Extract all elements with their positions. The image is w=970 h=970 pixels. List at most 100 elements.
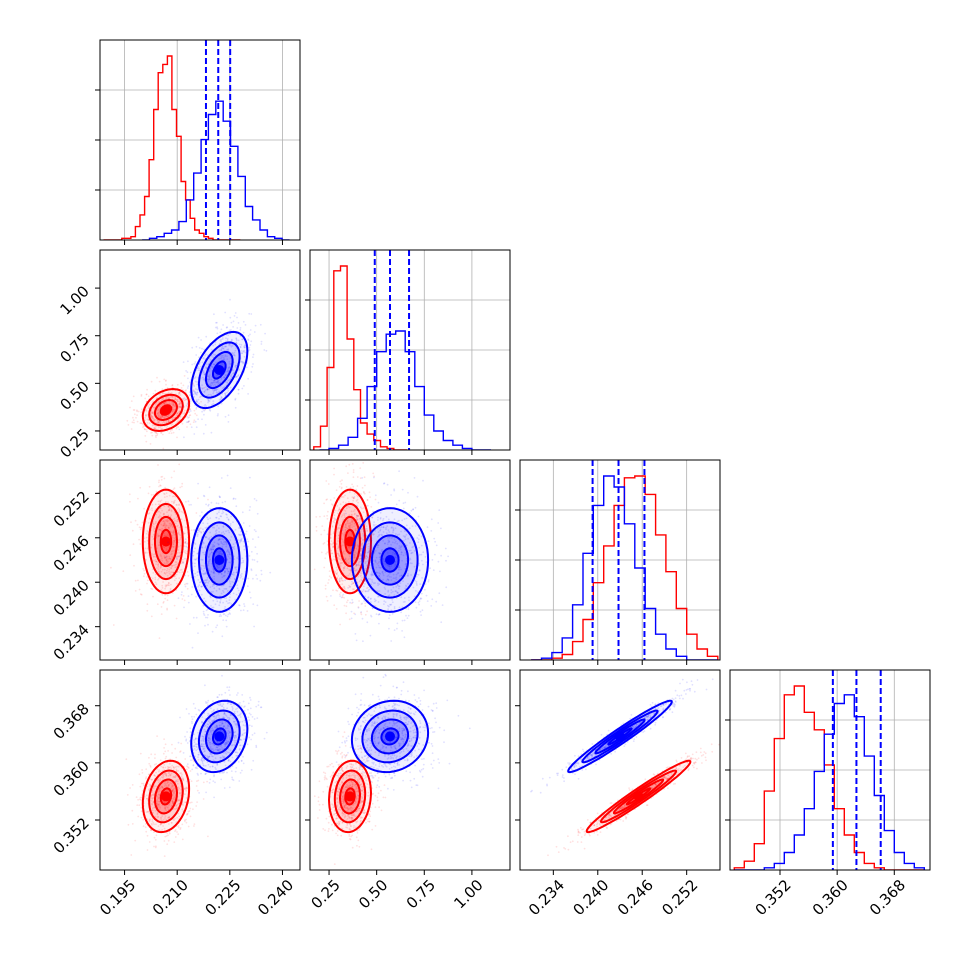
scatter-point — [167, 509, 170, 512]
scatter-point — [150, 587, 153, 590]
scatter-point — [156, 434, 159, 437]
scatter-point — [171, 384, 174, 387]
scatter-point — [168, 432, 171, 434]
scatter-point — [170, 558, 173, 561]
scatter-point — [170, 514, 173, 517]
scatter-point — [253, 559, 256, 561]
scatter-point — [197, 585, 200, 588]
scatter-point — [168, 566, 171, 569]
scatter-point — [151, 507, 153, 510]
scatter-point — [217, 413, 219, 415]
scatter-point — [146, 582, 148, 585]
scatter-point — [169, 589, 172, 592]
scatter-point — [173, 396, 175, 398]
scatter-point — [163, 457, 165, 459]
scatter-point — [230, 536, 233, 538]
scatter-point — [323, 529, 326, 532]
scatter-point — [210, 382, 212, 385]
scatter-point — [229, 581, 231, 583]
scatter-point — [204, 424, 207, 426]
scatter-point — [343, 553, 346, 555]
scatter-point — [418, 600, 421, 602]
scatter-point — [342, 551, 345, 554]
scatter-point — [122, 570, 125, 573]
scatter-point — [173, 537, 176, 540]
scatter-point — [200, 585, 203, 588]
scatter-point — [377, 501, 380, 504]
scatter-point — [186, 546, 189, 549]
scatter-point — [217, 381, 220, 383]
scatter-point — [160, 499, 163, 502]
scatter-point — [163, 393, 166, 395]
scatter-point — [342, 593, 345, 596]
scatter-point — [348, 514, 351, 516]
scatter-point — [346, 520, 349, 523]
scatter-point — [424, 583, 427, 585]
scatter-point — [208, 377, 211, 379]
scatter-point — [209, 398, 212, 401]
scatter-point — [252, 603, 255, 605]
scatter-point — [154, 427, 157, 430]
scatter-point — [213, 379, 216, 382]
scatter-point — [394, 580, 396, 583]
scatter-point — [233, 548, 236, 550]
scatter-point — [239, 576, 242, 579]
scatter-point — [193, 528, 196, 531]
scatter-point — [153, 555, 156, 558]
scatter-point — [193, 377, 196, 379]
scatter-point — [406, 617, 409, 619]
scatter-point — [160, 555, 163, 558]
scatter-point — [219, 538, 222, 541]
scatter-point — [183, 532, 186, 535]
scatter-point — [186, 402, 189, 405]
scatter-point — [227, 421, 230, 423]
scatter-point — [357, 561, 360, 564]
scatter-point — [346, 527, 349, 530]
scatter-point — [171, 541, 174, 544]
scatter-point — [174, 561, 177, 563]
scatter-point — [250, 313, 253, 315]
scatter-point — [221, 345, 224, 348]
scatter-point — [352, 582, 355, 584]
scatter-point — [215, 381, 218, 384]
scatter-point — [216, 524, 219, 527]
scatter-point — [343, 533, 346, 536]
scatter-point — [373, 533, 375, 535]
scatter-point — [174, 836, 177, 838]
scatter-point — [179, 529, 182, 531]
scatter-point — [213, 534, 216, 537]
scatter-point — [339, 524, 341, 527]
scatter-point — [240, 537, 243, 540]
scatter-point — [402, 535, 405, 537]
scatter-point — [194, 543, 197, 545]
scatter-point — [201, 361, 204, 364]
scatter-point — [365, 560, 367, 563]
scatter-point — [232, 592, 235, 595]
scatter-point — [224, 345, 226, 348]
scatter-point — [150, 415, 153, 418]
scatter-point — [196, 393, 198, 396]
scatter-point — [361, 576, 363, 579]
scatter-point — [180, 406, 182, 409]
peak-blue — [385, 555, 395, 565]
scatter-point — [347, 587, 349, 589]
scatter-point — [343, 534, 346, 537]
scatter-point — [421, 609, 424, 612]
scatter-point — [186, 403, 189, 405]
scatter-point — [145, 414, 147, 417]
scatter-point — [347, 551, 350, 554]
scatter-point — [167, 584, 170, 586]
scatter-point — [171, 396, 174, 398]
scatter-point — [356, 485, 359, 487]
scatter-point — [422, 563, 424, 566]
scatter-point — [360, 570, 363, 573]
scatter-point — [207, 556, 210, 558]
scatter-point — [179, 486, 182, 489]
scatter-point — [237, 374, 240, 376]
scatter-point — [176, 831, 178, 833]
scatter-point — [184, 389, 187, 392]
scatter-point — [336, 571, 339, 574]
scatter-point — [363, 491, 365, 494]
scatter-point — [167, 527, 170, 529]
scatter-point — [348, 491, 351, 494]
